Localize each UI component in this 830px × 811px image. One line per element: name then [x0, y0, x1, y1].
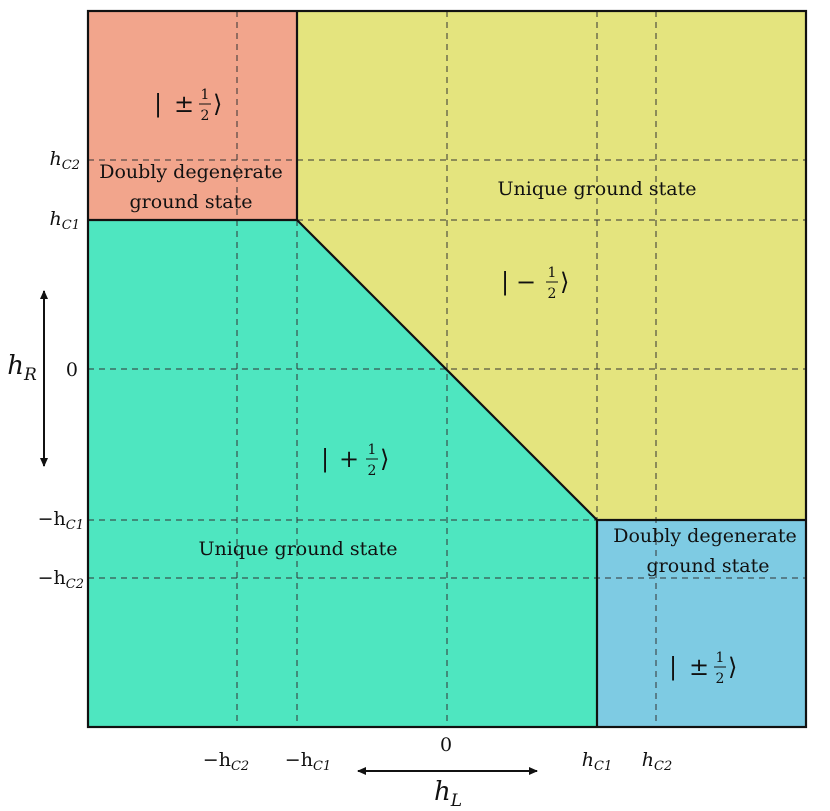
- bottom-left-label: Unique ground state: [199, 538, 398, 560]
- region-top-left: [88, 11, 297, 220]
- top-right-label: Unique ground state: [498, 178, 697, 200]
- svg-text:±: ±: [689, 653, 709, 681]
- svg-text:⟩: ⟩: [560, 268, 569, 296]
- x-tick-hc1: hC1: [582, 749, 612, 774]
- y-tick-zero: 0: [66, 359, 78, 381]
- svg-text:|: |: [321, 445, 329, 474]
- svg-text:2: 2: [548, 286, 557, 302]
- phase-boundaries: [88, 11, 806, 727]
- bottom-right-label-line2: ground state: [647, 555, 770, 577]
- bottom-right-label-line1: Doubly degenerate: [613, 525, 797, 547]
- region-bottom-left: [88, 220, 597, 727]
- y-tick-neg-hc1: −hC1: [38, 508, 84, 533]
- region-bottom-right: [597, 520, 806, 727]
- y-tick-hc2: hC2: [50, 148, 80, 173]
- svg-text:⟩: ⟩: [728, 653, 737, 681]
- svg-text:⟩: ⟩: [213, 90, 222, 118]
- top-left-label-line1: Doubly degenerate: [99, 161, 283, 183]
- svg-text:1: 1: [548, 265, 557, 281]
- svg-text:2: 2: [368, 463, 377, 479]
- x-axis-title: hL: [434, 777, 462, 811]
- plot-frame: [86, 9, 808, 729]
- svg-text:2: 2: [716, 671, 725, 687]
- y-tick-neg-hc2: −hC2: [38, 567, 84, 592]
- x-tick-neg-hc2: −hC2: [203, 749, 249, 774]
- x-tick-zero: 0: [440, 734, 452, 756]
- svg-text:⟩: ⟩: [380, 445, 389, 473]
- ket-top-right: | − 1 2 ⟩: [501, 265, 569, 302]
- region-top-right: [297, 11, 806, 520]
- ket-bottom-right: | ± 1 2 ⟩: [669, 650, 737, 687]
- top-left-label-line2: ground state: [130, 191, 253, 213]
- y-tick-hc1: hC1: [50, 208, 80, 233]
- x-tick-neg-hc1: −hC1: [285, 749, 331, 774]
- y-axis-title: hR: [7, 351, 37, 385]
- svg-text:|: |: [501, 268, 509, 297]
- svg-text:1: 1: [716, 650, 725, 666]
- ket-top-left: | ± 1 2 ⟩: [154, 87, 222, 124]
- svg-text:1: 1: [201, 87, 210, 103]
- svg-text:−: −: [516, 268, 536, 296]
- svg-text:2: 2: [201, 108, 210, 124]
- svg-text:+: +: [339, 445, 359, 473]
- y-tick-labels: hC2 hC1 0 −hC1 −hC2: [38, 148, 84, 592]
- x-tick-labels: −hC2 −hC1 0 hC1 hC2: [203, 734, 672, 774]
- svg-text:|: |: [154, 90, 162, 119]
- x-tick-hc2: hC2: [642, 749, 672, 774]
- svg-text:1: 1: [368, 442, 377, 458]
- ket-bottom-left: | + 1 2 ⟩: [321, 442, 389, 479]
- svg-text:|: |: [669, 653, 677, 682]
- svg-text:±: ±: [174, 90, 194, 118]
